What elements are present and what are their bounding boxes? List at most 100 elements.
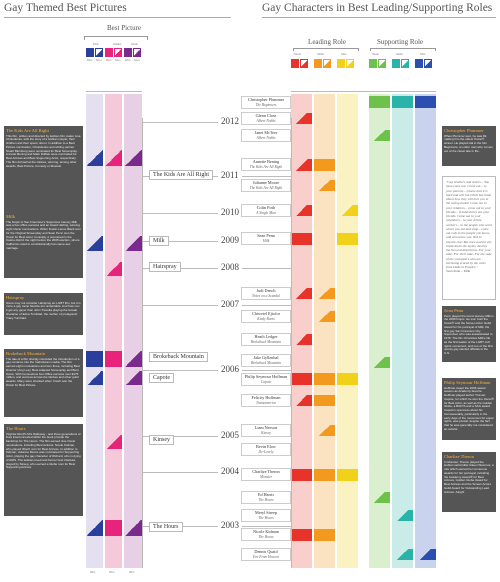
bening-lead-globe [314,159,335,171]
timeline-axis [142,118,143,568]
award-brokeback-oscar [124,351,142,367]
mcteer-sup-oscar [369,130,390,141]
actor-box: Christopher Plummer The Beginners [241,96,291,109]
actor-box: Sean Penn Milk [241,232,291,245]
firth-lead-oscar [291,205,312,216]
note-title: The Hours [6,426,26,431]
actor-name: Charlize Theron [252,469,280,475]
left-bottom-sub-label-4: Won [129,571,135,574]
year-2011: 2011 [218,170,242,180]
note-title: Hairspray [6,295,25,300]
sub-label-4: Won [125,59,131,62]
film-label-milk: Milk [149,236,169,246]
actor-box: Dennis Quaid Far From Heaven [241,548,291,561]
note-body: The tale of a film sharply coincided the… [6,356,80,387]
sup-sag-column [415,94,436,568]
lead-sag-column [337,94,358,568]
plummer-sup-globe [392,96,413,108]
actor-box: Bevin Elow De-Lovely [241,443,291,456]
year-2007: 2007 [218,299,242,309]
year-2009: 2009 [218,235,242,245]
film-label-capote: Capote [149,373,174,383]
role-cat-3: Oscar [372,53,379,56]
actor-film: Albert Nobbs [256,118,276,123]
dench-lead-globe [314,288,335,299]
actor-box: Heath Ledger Brokeback Mountain [241,333,291,346]
year-2003: 2003 [218,520,242,530]
penn-lead-oscar [291,233,312,245]
actor-name: Judi Dench [256,288,276,294]
lead-globe-column [314,94,335,568]
film-label-kinsey: Kinsey [149,435,174,445]
actor-box: Felicity Huffman Transamerica [241,394,291,407]
award-brokeback-pga [86,351,103,367]
supporting-bracket [370,48,436,51]
award-hours-golden [105,520,122,536]
year-line-2007 [142,305,291,306]
actor-box: Annette Bening The Kids Are All Right [241,158,291,171]
hoffman-lead-globe [314,373,335,385]
note-body: In Monster, Theron played the lesbian se… [444,459,494,494]
actor-name: Annette Bening [252,159,280,165]
award-hairspray-golden [105,262,122,276]
note-brokeback: Brokeback Mountain The tale of a film sha… [4,349,83,417]
note-title: Charlize Theron [444,454,474,459]
ejiofor-lead-globe [314,311,335,322]
penn-lead-sag [337,233,358,245]
note-body: Hoffman swept the 2006 award season as A… [444,385,494,431]
year-2005: 2005 [218,430,242,440]
actor-film: Milk [262,238,270,243]
actor-box: Meryl Streep The Hours [241,509,291,522]
role-cat-0: Oscar [294,53,301,56]
actor-film: Kinsey [261,430,271,435]
streep-sup-globe [392,510,413,521]
actor-name: Janet McTeer [254,130,278,136]
sub-label-5: Nom [134,59,140,62]
role-cat-4: Globe [396,53,403,56]
swatch-sup-globe-won [392,59,400,68]
huffman-lead-oscar [291,395,312,406]
actor-name: Glenn Close [255,113,277,119]
actor-film: A Single Man [256,210,276,215]
swatch-lead-oscar-nom [300,59,308,68]
swatch-oscar-nom [133,48,141,57]
actor-box: Nicole Kidman The Hours [241,528,291,541]
role-cat-2: SAG [341,53,347,56]
ledger-lead-oscar [291,334,312,345]
actor-name: Julianne Moore [252,180,280,186]
moore-lead-globe [314,180,335,191]
leading-bracket [293,48,359,51]
actor-box: Janet McTeer Albert Nobbs [241,129,291,142]
film-label-brokeback: Brokeback Mountain [149,352,208,362]
actor-name: Christopher Plummer [247,97,285,103]
swatch-lead-globe-nom [323,59,331,68]
note-kids: The Kids Are All Right This film, written… [4,126,83,220]
award-capote-pga [86,371,103,385]
left-column-top-rule [86,91,142,92]
theron-lead-sag [337,469,358,481]
quaid-sup-sag [415,549,436,560]
sub-label-3: Nom [115,59,121,62]
neeson-lead-globe [314,425,335,436]
actor-film: The Hours [258,534,274,539]
actor-box: Colin Firth A Single Man [241,204,291,217]
actor-name: Felicity Huffman [251,395,281,401]
actor-box: Jake Gyllenhal Brokeback Mountain [241,354,291,367]
golden-column [105,94,122,568]
actor-name: Philip Seymour Hoffman [244,374,288,380]
year-line-2005 [142,436,291,437]
actor-box: Ed Harris The Hours [241,491,291,504]
note-hoffman: Philip Seymour Hoffman Hoffman swept the … [442,378,496,440]
year-line-2008 [142,268,291,269]
best-picture-label: Best Picture [107,24,142,32]
note-body: This film, written and directed by lesbi… [6,133,81,168]
actor-film: Monster [260,474,272,479]
year-line-2012 [142,122,291,123]
award-hours-oscar [124,520,142,536]
sup-oscar-column [369,94,390,568]
actor-film: The Hours [258,515,274,520]
plummer-sup-sag [415,96,436,108]
swatch-oscar-won [124,48,132,57]
sub-label-2: Won [106,59,112,62]
quote-text: "Gay brothers and sisters... You must co… [446,180,492,269]
